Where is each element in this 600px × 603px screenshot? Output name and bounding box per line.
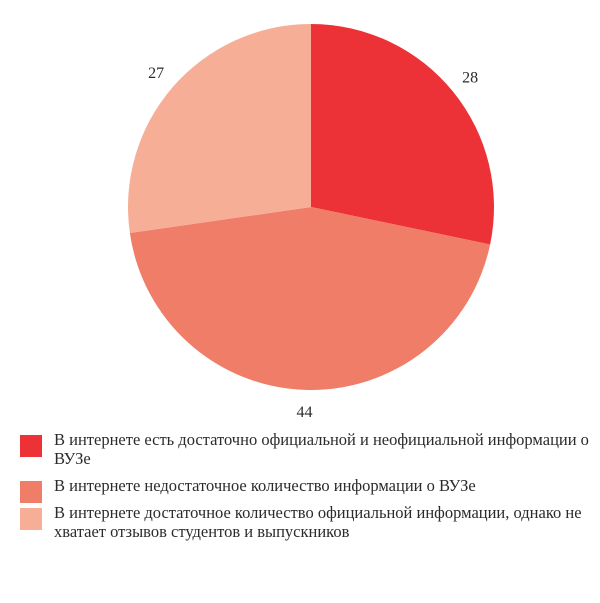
legend-swatch-sufficient-info <box>20 435 42 457</box>
pie-data-labels: 28 44 27 <box>148 65 478 420</box>
legend-label-insufficient-info: В интернете недостаточное количество инф… <box>54 476 476 495</box>
data-label-sufficient-info: 28 <box>462 70 478 87</box>
pie-slice-sufficient-info <box>311 24 494 245</box>
legend-item-insufficient-info: В интернете недостаточное количество инф… <box>20 476 590 503</box>
data-label-insufficient-info: 44 <box>297 404 313 420</box>
legend-label-sufficient-info: В интернете есть достаточно официальной … <box>54 430 589 468</box>
pie-chart: 28 44 27 <box>127 23 494 420</box>
pie-slice-insufficient-info <box>129 207 491 391</box>
legend-swatch-insufficient-info <box>20 481 42 503</box>
legend: В интернете есть достаточно официальной … <box>20 430 590 549</box>
legend-item-lacking-reviews: В интернете достаточное количество офици… <box>20 503 590 541</box>
pie-slice-lacking-reviews <box>127 23 312 234</box>
data-label-lacking-reviews: 27 <box>148 65 164 82</box>
legend-item-sufficient-info: В интернете есть достаточно официальной … <box>20 430 590 468</box>
legend-swatch-lacking-reviews <box>20 508 42 530</box>
pie-slices <box>127 23 494 391</box>
legend-label-lacking-reviews: В интернете достаточное количество офици… <box>54 503 582 541</box>
